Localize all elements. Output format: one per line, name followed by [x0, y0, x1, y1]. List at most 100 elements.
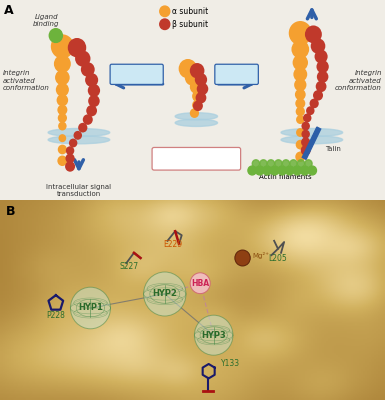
Circle shape: [78, 123, 87, 132]
Circle shape: [291, 40, 309, 58]
Text: Actin filaments: Actin filaments: [259, 174, 312, 180]
Circle shape: [57, 156, 67, 166]
FancyBboxPatch shape: [152, 148, 241, 170]
Circle shape: [66, 146, 74, 155]
Circle shape: [289, 21, 312, 45]
Circle shape: [190, 63, 204, 78]
Circle shape: [190, 80, 203, 94]
Circle shape: [160, 19, 170, 30]
Circle shape: [86, 105, 97, 116]
Ellipse shape: [281, 128, 343, 136]
Circle shape: [305, 26, 322, 43]
Circle shape: [263, 166, 271, 175]
Circle shape: [88, 95, 100, 107]
Circle shape: [74, 131, 82, 140]
Circle shape: [310, 98, 319, 108]
Circle shape: [65, 161, 75, 172]
Circle shape: [301, 137, 310, 147]
Ellipse shape: [175, 113, 218, 120]
Circle shape: [275, 160, 282, 168]
FancyBboxPatch shape: [215, 64, 258, 84]
FancyBboxPatch shape: [110, 64, 163, 84]
Circle shape: [293, 54, 308, 71]
Circle shape: [59, 134, 66, 142]
Circle shape: [270, 166, 279, 175]
Circle shape: [81, 62, 95, 77]
Circle shape: [260, 160, 267, 168]
Circle shape: [313, 90, 323, 100]
Circle shape: [54, 55, 71, 73]
Circle shape: [179, 59, 197, 78]
Text: E229: E229: [163, 240, 182, 249]
Text: HYP2: HYP2: [152, 290, 177, 298]
Text: Mg²⁺: Mg²⁺: [253, 252, 270, 259]
Circle shape: [190, 108, 199, 118]
Circle shape: [190, 273, 210, 294]
Text: B: B: [6, 205, 15, 218]
Ellipse shape: [281, 136, 343, 144]
Circle shape: [316, 81, 326, 92]
Text: Ligand
binding: Ligand binding: [33, 14, 59, 28]
Circle shape: [196, 92, 206, 104]
Circle shape: [293, 166, 301, 175]
Circle shape: [56, 83, 69, 96]
Text: L205: L205: [268, 254, 286, 263]
Circle shape: [160, 6, 170, 16]
Text: Outside-in
signaling: Outside-in signaling: [117, 65, 156, 84]
Circle shape: [293, 67, 307, 82]
Circle shape: [290, 160, 297, 168]
Circle shape: [297, 160, 305, 168]
Circle shape: [317, 71, 328, 83]
Circle shape: [75, 50, 90, 67]
Circle shape: [192, 100, 202, 110]
Circle shape: [70, 287, 110, 329]
Ellipse shape: [175, 119, 218, 126]
Circle shape: [88, 84, 100, 97]
Circle shape: [301, 122, 310, 130]
Circle shape: [55, 70, 70, 85]
Text: A: A: [4, 4, 13, 17]
Circle shape: [296, 115, 305, 124]
Circle shape: [306, 106, 315, 115]
Circle shape: [316, 60, 329, 73]
Text: Integrin inactive
conformation: Integrin inactive conformation: [167, 152, 226, 165]
Circle shape: [69, 138, 77, 148]
Circle shape: [235, 250, 250, 266]
Circle shape: [303, 114, 311, 122]
Text: Inside-out
signaling: Inside-out signaling: [217, 65, 256, 84]
Circle shape: [85, 73, 98, 87]
Circle shape: [294, 78, 306, 91]
Text: Y133: Y133: [221, 359, 240, 368]
Circle shape: [305, 160, 312, 168]
Text: HYP3: HYP3: [201, 331, 226, 340]
Text: Talin: Talin: [325, 146, 341, 152]
Circle shape: [308, 166, 316, 175]
Circle shape: [315, 50, 328, 64]
Circle shape: [57, 105, 67, 115]
Circle shape: [296, 128, 305, 137]
Circle shape: [57, 94, 68, 106]
Circle shape: [311, 38, 325, 54]
Circle shape: [192, 90, 204, 102]
FancyArrow shape: [302, 127, 321, 159]
Circle shape: [295, 152, 305, 162]
Ellipse shape: [48, 136, 110, 144]
Circle shape: [267, 160, 275, 168]
Circle shape: [252, 160, 259, 168]
Text: HYP1: HYP1: [78, 304, 103, 312]
Circle shape: [278, 166, 286, 175]
Circle shape: [185, 70, 200, 86]
Circle shape: [68, 38, 86, 57]
Ellipse shape: [48, 128, 110, 136]
Text: α subunit: α subunit: [172, 7, 209, 16]
Circle shape: [301, 145, 311, 156]
Circle shape: [65, 154, 75, 163]
Text: β subunit: β subunit: [172, 20, 209, 29]
Text: S227: S227: [119, 262, 139, 271]
Circle shape: [295, 89, 306, 100]
Circle shape: [83, 114, 93, 125]
Circle shape: [195, 73, 207, 86]
Text: Integrin
activated
conformation: Integrin activated conformation: [335, 70, 382, 91]
Circle shape: [193, 100, 203, 111]
Circle shape: [296, 107, 305, 116]
